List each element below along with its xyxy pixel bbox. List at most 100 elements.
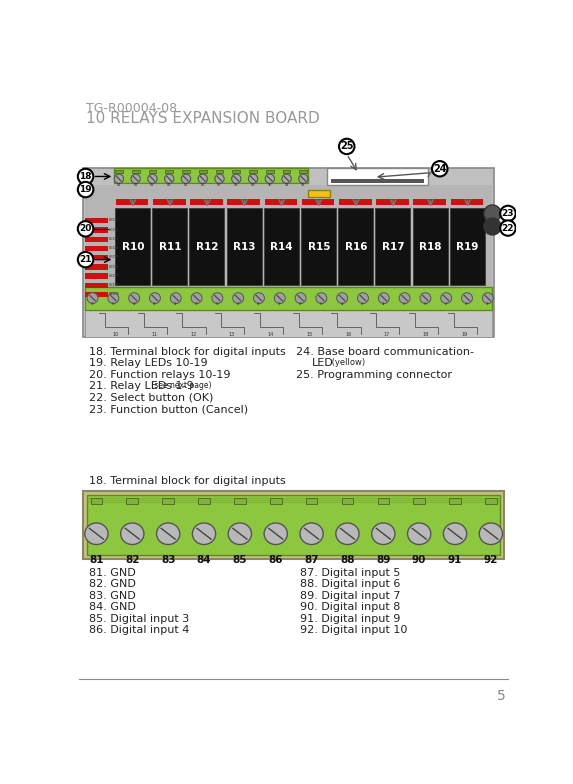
- Bar: [116, 199, 148, 205]
- Text: 85: 85: [233, 555, 247, 565]
- Text: 91: 91: [448, 555, 462, 565]
- Text: 18: 18: [79, 172, 92, 181]
- Text: 23: 23: [502, 209, 514, 218]
- Bar: [282, 169, 291, 173]
- Bar: [87, 495, 500, 555]
- Bar: [85, 283, 108, 289]
- Ellipse shape: [264, 523, 287, 545]
- Text: 82. GND: 82. GND: [89, 579, 136, 590]
- Text: R10: R10: [121, 241, 144, 252]
- Text: 89: 89: [251, 183, 256, 187]
- Text: LED3: LED3: [109, 237, 119, 241]
- Text: 37: 37: [237, 302, 240, 306]
- Text: 35: 35: [195, 302, 198, 306]
- Bar: [190, 199, 223, 205]
- Ellipse shape: [407, 523, 431, 545]
- Bar: [308, 190, 329, 198]
- Circle shape: [420, 292, 431, 303]
- Circle shape: [78, 182, 93, 198]
- Bar: [148, 169, 156, 173]
- Bar: [266, 169, 274, 173]
- Text: 81: 81: [89, 555, 104, 565]
- Bar: [301, 208, 336, 285]
- Bar: [190, 208, 224, 285]
- Text: 20. Function relays 10-19: 20. Function relays 10-19: [89, 370, 230, 379]
- Bar: [249, 169, 257, 173]
- Text: LED2: LED2: [109, 227, 119, 231]
- Text: 23. Function button (Cancel): 23. Function button (Cancel): [89, 405, 248, 415]
- Circle shape: [233, 292, 244, 303]
- Text: LED9: LED9: [109, 292, 119, 296]
- Text: 12: 12: [190, 332, 197, 337]
- Text: 31: 31: [112, 302, 115, 306]
- Text: 84: 84: [197, 555, 211, 565]
- Text: LED7: LED7: [109, 274, 119, 278]
- Text: LED: LED: [312, 358, 333, 368]
- Ellipse shape: [121, 523, 144, 545]
- Circle shape: [212, 292, 223, 303]
- Text: 46: 46: [423, 302, 427, 306]
- Text: 19: 19: [79, 185, 92, 194]
- Bar: [375, 208, 410, 285]
- Circle shape: [299, 174, 308, 183]
- Bar: [331, 179, 424, 183]
- Bar: [227, 199, 260, 205]
- Text: 17: 17: [384, 332, 390, 337]
- Text: 45: 45: [403, 302, 406, 306]
- Text: 43: 43: [361, 302, 365, 306]
- Text: 10: 10: [113, 332, 119, 337]
- Text: TG-R00004-08: TG-R00004-08: [85, 102, 176, 114]
- Bar: [234, 498, 246, 504]
- Text: 85. Digital input 3: 85. Digital input 3: [89, 614, 189, 624]
- Ellipse shape: [300, 523, 323, 545]
- Bar: [449, 498, 461, 504]
- Circle shape: [108, 292, 119, 303]
- Text: 25. Programming connector: 25. Programming connector: [296, 370, 452, 379]
- Bar: [270, 498, 281, 504]
- Bar: [198, 498, 210, 504]
- Text: 21: 21: [79, 255, 92, 264]
- Text: LED5: LED5: [109, 256, 119, 260]
- Text: LED6: LED6: [109, 264, 119, 269]
- Circle shape: [78, 252, 93, 267]
- Text: 18. Terminal block for digital inputs: 18. Terminal block for digital inputs: [89, 347, 285, 357]
- Circle shape: [484, 218, 501, 235]
- Bar: [83, 492, 504, 559]
- Text: 47: 47: [445, 302, 448, 306]
- Bar: [115, 208, 150, 285]
- Circle shape: [316, 292, 327, 303]
- Text: 34: 34: [174, 302, 178, 306]
- Bar: [152, 208, 187, 285]
- Circle shape: [484, 205, 501, 222]
- Bar: [376, 199, 409, 205]
- Circle shape: [399, 292, 410, 303]
- Text: 24: 24: [433, 164, 446, 174]
- Bar: [166, 169, 173, 173]
- Circle shape: [253, 292, 264, 303]
- Bar: [450, 199, 483, 205]
- Bar: [233, 169, 240, 173]
- Text: R12: R12: [196, 241, 218, 252]
- Bar: [182, 169, 190, 173]
- Bar: [302, 199, 335, 205]
- Circle shape: [78, 169, 93, 184]
- Text: 91: 91: [284, 183, 289, 187]
- Bar: [153, 199, 186, 205]
- Text: 81. GND: 81. GND: [89, 568, 135, 578]
- Bar: [199, 169, 207, 173]
- Bar: [264, 208, 299, 285]
- Bar: [85, 264, 108, 270]
- Text: R16: R16: [345, 241, 367, 252]
- Circle shape: [78, 221, 93, 237]
- Circle shape: [265, 174, 274, 183]
- Bar: [413, 498, 425, 504]
- Text: (yellow): (yellow): [329, 358, 365, 367]
- Bar: [132, 169, 140, 173]
- Text: 36: 36: [215, 302, 219, 306]
- Circle shape: [150, 292, 160, 303]
- Text: 82: 82: [125, 555, 140, 565]
- Text: 11: 11: [151, 332, 158, 337]
- Text: LED4: LED4: [109, 246, 119, 250]
- Text: 81: 81: [117, 183, 121, 187]
- Text: 82: 82: [134, 183, 138, 187]
